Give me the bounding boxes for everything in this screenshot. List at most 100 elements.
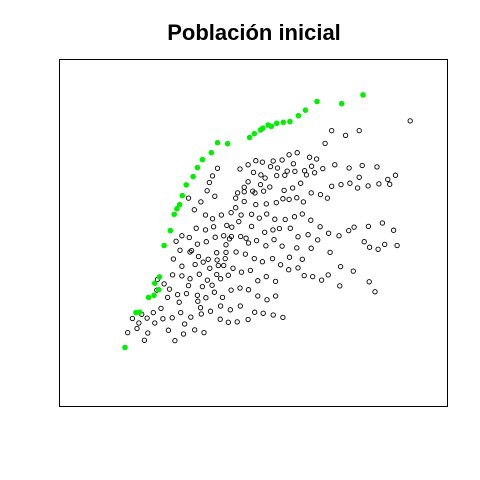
- data-point: [356, 174, 362, 180]
- data-point: [161, 281, 167, 287]
- data-point: [292, 168, 298, 175]
- data-point: [217, 303, 224, 309]
- data-point: [306, 154, 313, 160]
- data-point: [267, 163, 274, 170]
- data-point: [338, 181, 344, 188]
- data-point: [164, 294, 171, 301]
- highlight-point: [194, 164, 201, 171]
- data-point: [252, 190, 258, 196]
- data-point: [210, 224, 217, 230]
- data-point: [191, 207, 197, 213]
- data-point: [185, 282, 192, 289]
- data-point: [237, 166, 243, 172]
- data-point: [242, 251, 249, 257]
- data-point: [223, 242, 229, 248]
- data-point: [365, 223, 372, 230]
- data-point: [274, 165, 281, 171]
- highlight-point: [136, 309, 143, 316]
- data-point: [354, 185, 361, 191]
- data-point: [351, 224, 357, 230]
- data-point: [313, 156, 320, 162]
- data-point: [158, 305, 164, 312]
- plot-frame: [59, 59, 448, 407]
- data-point: [276, 225, 283, 232]
- data-point: [305, 232, 311, 238]
- data-point: [214, 250, 220, 256]
- data-point: [204, 277, 211, 283]
- data-point: [356, 127, 362, 134]
- data-point: [217, 276, 224, 282]
- data-point: [241, 198, 247, 205]
- data-point: [174, 291, 181, 298]
- data-point: [394, 242, 400, 249]
- highlight-point: [190, 173, 196, 180]
- data-point: [194, 292, 201, 298]
- data-point: [195, 253, 202, 260]
- data-point: [223, 249, 229, 256]
- data-point: [273, 199, 279, 206]
- data-point: [282, 216, 288, 223]
- data-point: [308, 245, 314, 251]
- data-point: [376, 181, 382, 187]
- data-point: [350, 268, 356, 274]
- data-point: [294, 245, 300, 251]
- data-point: [214, 271, 220, 278]
- data-point: [337, 263, 344, 270]
- data-point: [195, 298, 201, 304]
- data-point: [245, 162, 251, 168]
- data-point: [177, 247, 183, 253]
- data-point: [365, 183, 371, 189]
- data-point: [308, 163, 315, 169]
- data-point: [180, 331, 187, 337]
- data-point: [253, 158, 259, 164]
- highlight-point: [152, 280, 158, 287]
- data-point: [270, 312, 276, 318]
- data-point: [245, 287, 252, 293]
- data-point: [238, 269, 245, 275]
- data-point: [327, 249, 333, 256]
- data-point: [233, 249, 239, 255]
- data-point: [311, 170, 318, 176]
- data-point: [301, 272, 307, 279]
- data-point: [179, 263, 185, 269]
- data-point: [192, 261, 198, 268]
- highlight-point: [280, 119, 287, 126]
- data-point: [215, 262, 221, 269]
- data-point: [390, 227, 397, 233]
- data-point: [257, 181, 264, 188]
- data-point: [209, 216, 216, 222]
- data-point: [346, 165, 352, 171]
- data-point: [136, 320, 142, 326]
- data-point: [291, 214, 298, 220]
- data-point: [241, 189, 247, 195]
- data-point: [218, 212, 225, 218]
- highlight-point: [183, 182, 189, 188]
- data-point: [173, 238, 179, 244]
- data-point: [255, 278, 261, 284]
- data-point: [144, 315, 150, 321]
- data-point: [263, 243, 269, 249]
- data-point: [308, 217, 314, 223]
- data-point: [289, 185, 296, 191]
- data-point: [245, 240, 252, 246]
- data-point: [219, 294, 226, 301]
- data-point: [188, 247, 195, 254]
- data-point: [286, 152, 292, 158]
- data-point: [176, 299, 182, 305]
- points-layer: [122, 92, 413, 351]
- highlight-point: [199, 156, 206, 163]
- data-point: [329, 127, 335, 134]
- highlight-point: [268, 123, 275, 130]
- data-point: [248, 223, 255, 230]
- data-point: [329, 183, 335, 189]
- data-point: [262, 229, 268, 235]
- data-point: [198, 311, 204, 317]
- highlight-point: [214, 139, 221, 146]
- data-point: [264, 211, 270, 217]
- data-point: [271, 236, 277, 243]
- highlight-point: [151, 292, 157, 299]
- data-point: [194, 241, 201, 247]
- highlight-point: [174, 206, 180, 212]
- data-point: [282, 172, 288, 178]
- data-point: [324, 195, 331, 201]
